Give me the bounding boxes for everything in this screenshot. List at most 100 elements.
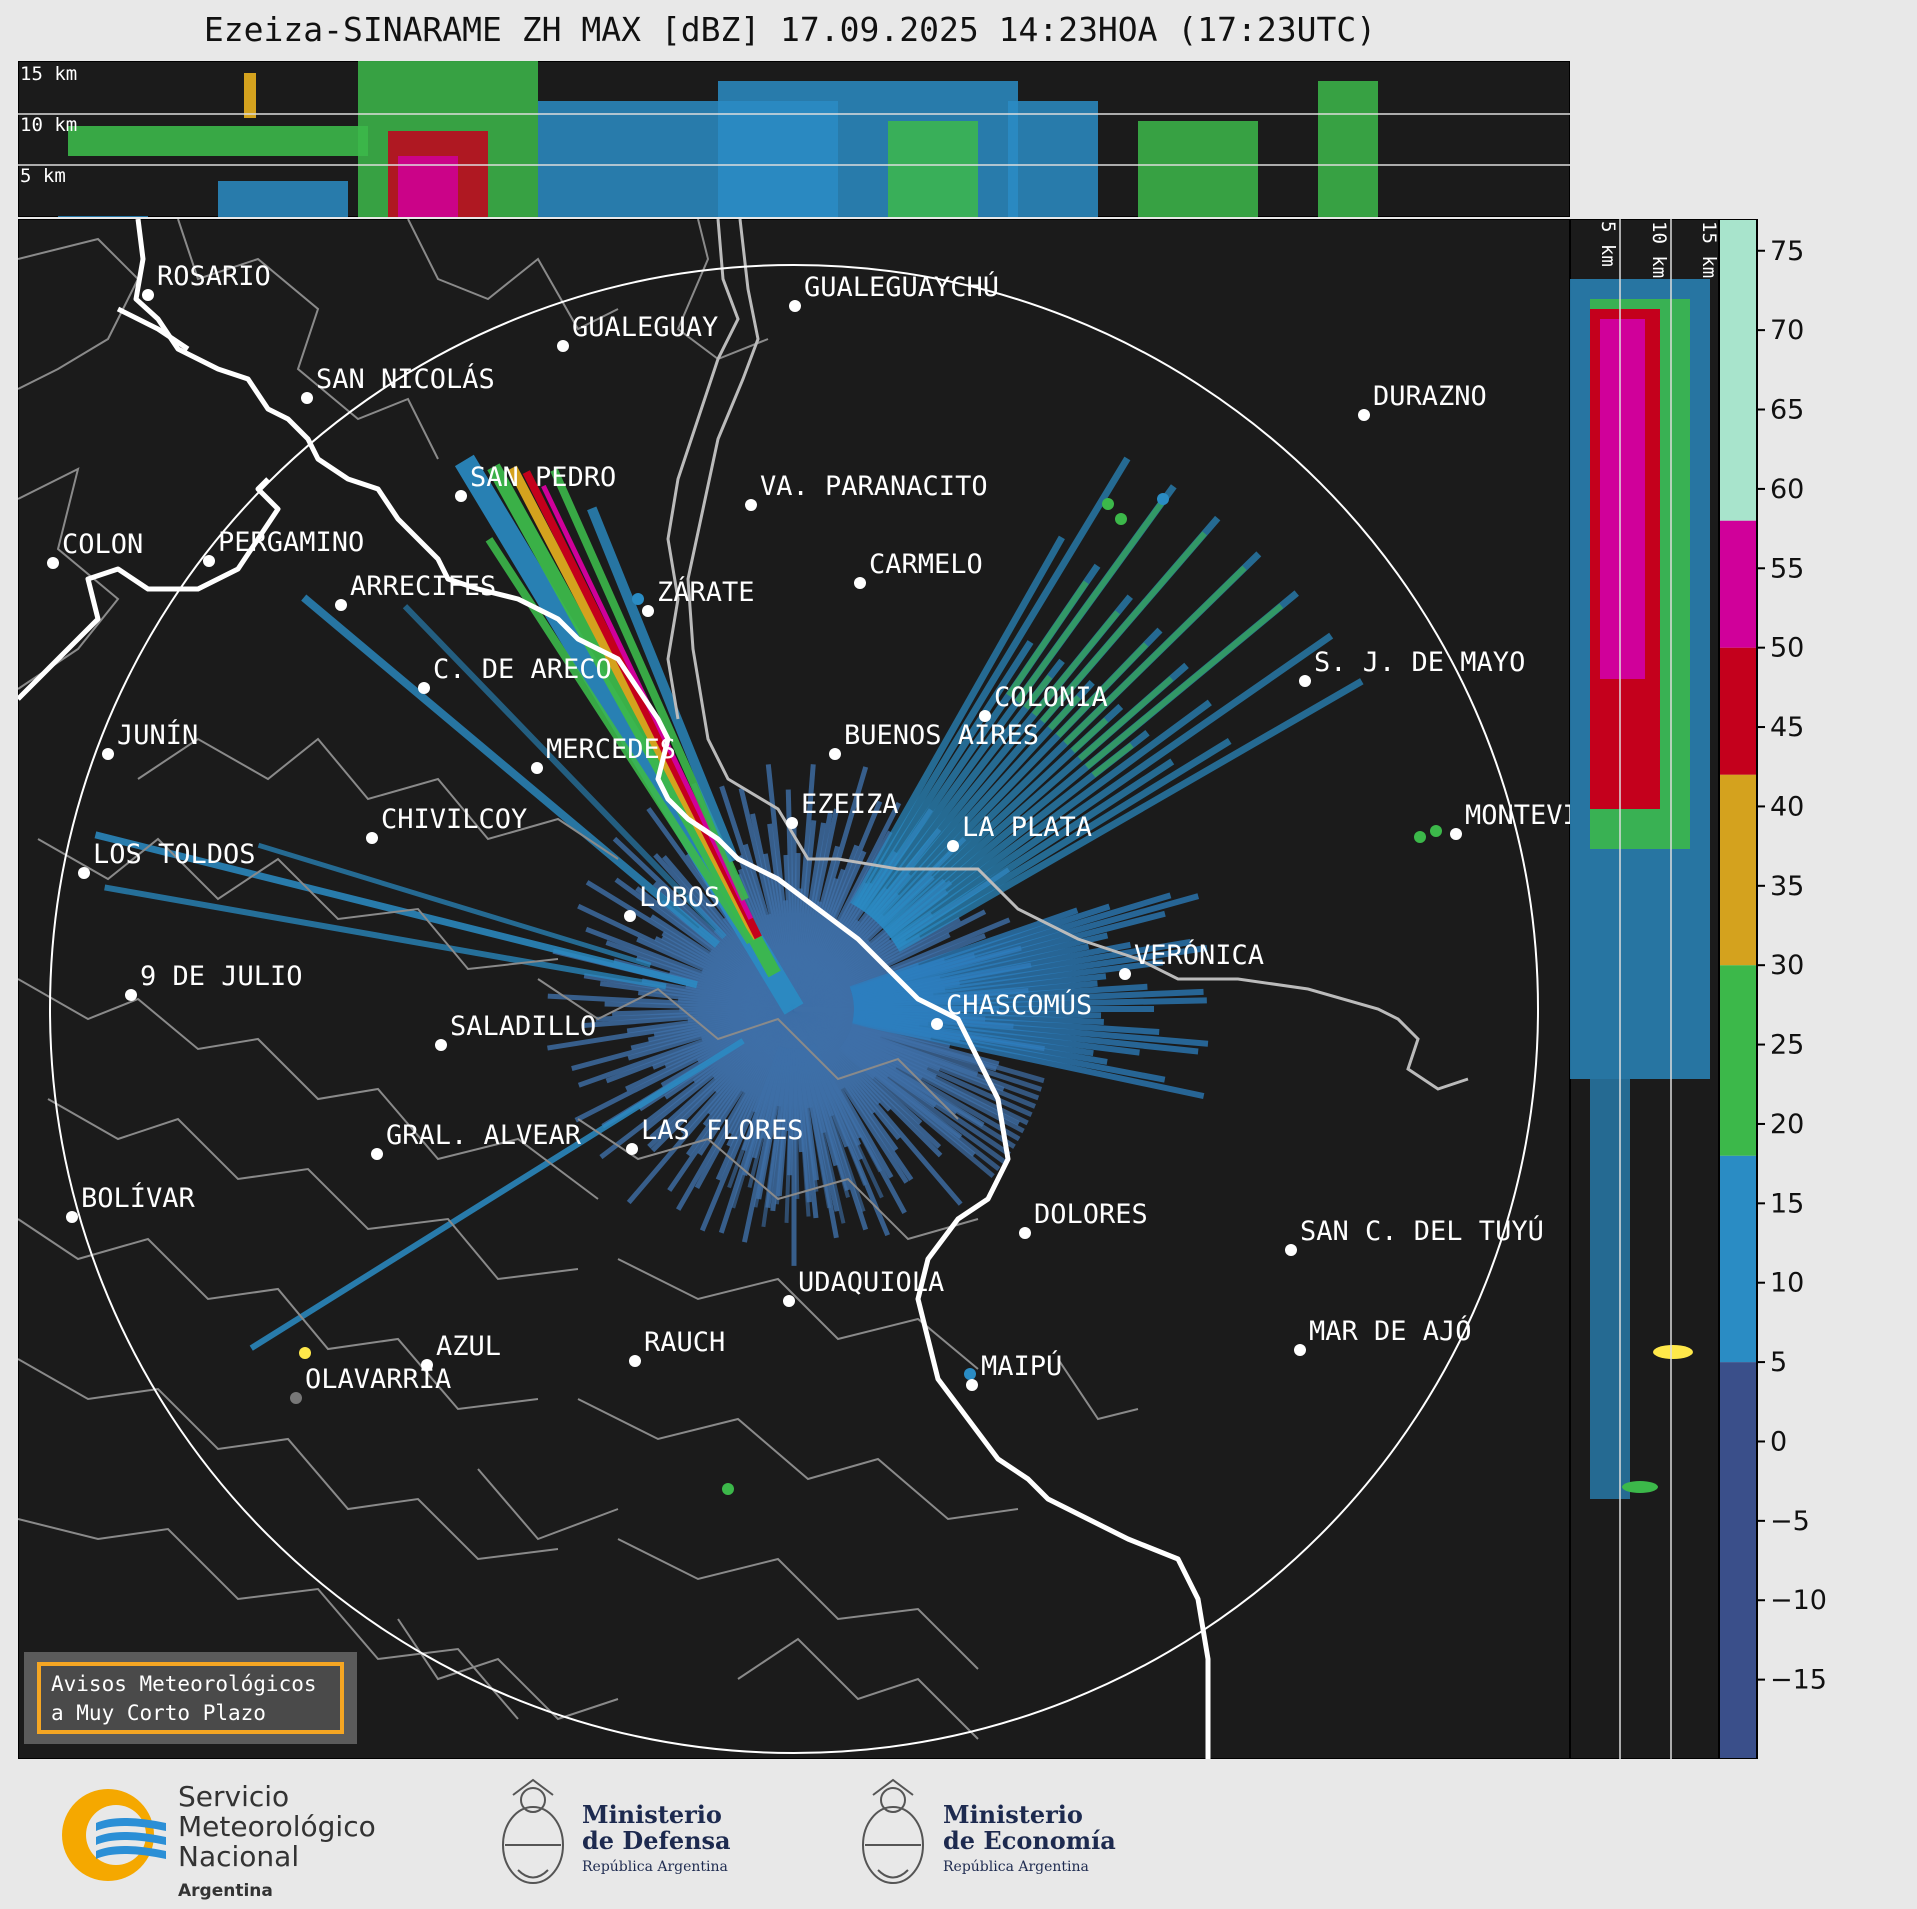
city-dot [371, 1148, 383, 1160]
city-maipu: MAIPÚ [966, 1350, 1062, 1391]
colorbar-tick-label: 0 [1770, 1426, 1787, 1457]
colorbar-tick: 45 [1757, 712, 1804, 743]
city-label: PERGAMINO [218, 527, 364, 558]
city-dot [335, 599, 347, 611]
rivers [666, 219, 1469, 1091]
top-cross-section: 15 km 10 km 5 km [18, 61, 1570, 217]
city-va-paranacito: VA. PARANACITO [745, 471, 988, 511]
argentina-seal-icon [862, 1778, 924, 1884]
city-label: LOBOS [639, 882, 720, 913]
city-dot [102, 748, 114, 760]
city-dot [1019, 1227, 1031, 1239]
colorbar-tick: 50 [1757, 633, 1804, 664]
colorbar-tick-label: 20 [1770, 1109, 1804, 1140]
city-label: ROSARIO [157, 261, 271, 292]
city-lobos: LOBOS [624, 882, 720, 922]
colorbar-tick-label: −5 [1770, 1506, 1810, 1537]
city-label: AZUL [436, 1331, 501, 1362]
top-height-label-15: 15 km [20, 63, 77, 85]
defensa-line-3: República Argentina [582, 1859, 728, 1875]
city-dot [531, 762, 543, 774]
city-saladillo: SALADILLO [435, 1011, 596, 1051]
warning-box[interactable]: Avisos Meteorológicos a Muy Corto Plazo [37, 1662, 344, 1734]
colorbar-tick: 60 [1757, 474, 1804, 505]
colorbar-segment [1719, 1362, 1757, 1759]
city-dot [947, 840, 959, 852]
city-gualeguay: GUALEGUAY [557, 312, 718, 352]
city-dot [829, 748, 841, 760]
city-dot [455, 490, 467, 502]
colorbar-tick-label: 65 [1770, 395, 1804, 426]
colorbar-segment [1719, 774, 1757, 966]
city-azul: AZUL [421, 1331, 501, 1371]
city-carmelo: CARMELO [854, 549, 983, 589]
city-dot [421, 1359, 433, 1371]
city-label: SAN PEDRO [470, 462, 616, 493]
city-label: ARRECIFES [350, 571, 496, 602]
colorbar-tick: 70 [1757, 315, 1804, 346]
city-dot [47, 557, 59, 569]
city-chascomus: CHASCOMÚS [931, 989, 1092, 1030]
city-ezeiza: EZEIZA [786, 789, 899, 829]
economia-line-2: de Economía [943, 1826, 1116, 1855]
city-dot [301, 392, 313, 404]
city-label: S. J. DE MAYO [1314, 647, 1525, 678]
colorbar-tick-label: 70 [1770, 315, 1804, 346]
colorbar-tick: 65 [1757, 395, 1804, 426]
city-los-toldos: LOS TOLDOS [78, 839, 256, 879]
city-dot [125, 989, 137, 1001]
city-dot [786, 817, 798, 829]
city-colon: COLON [47, 529, 143, 569]
top-height-label-5: 5 km [20, 165, 66, 187]
city-label: UDAQUIOLA [798, 1267, 944, 1298]
city-label: BUENOS AIRES [844, 720, 1039, 751]
city-la-plata: LA PLATA [947, 812, 1092, 852]
city-label: DURAZNO [1373, 381, 1487, 412]
radar-echoes [94, 454, 1442, 1495]
smn-line-2: Meteorológico [178, 1810, 376, 1843]
city-las-flores: LAS FLORES [626, 1115, 804, 1155]
city-dot [642, 605, 654, 617]
city-dot [626, 1143, 638, 1155]
city-dot [629, 1355, 641, 1367]
smn-logo-text: Servicio Meteorológico Nacional Argentin… [178, 1782, 376, 1906]
side-height-label-10: 10 km [1648, 221, 1670, 278]
coastline [18, 219, 1211, 1759]
city-label: LAS FLORES [641, 1115, 804, 1146]
city-label: CHIVILCOY [381, 804, 527, 835]
city-dot [931, 1018, 943, 1030]
city-junin: JUNÍN [102, 719, 198, 760]
smn-line-1: Servicio [178, 1780, 290, 1813]
colorbar-segment [1719, 965, 1757, 1156]
city-label: DOLORES [1034, 1199, 1148, 1230]
city-olavarria: OLAVARRÍA [290, 1363, 451, 1404]
city-dot [203, 555, 215, 567]
colorbar-tick: 75 [1757, 236, 1804, 267]
city-gualeguaychu: GUALEGUAYCHÚ [789, 271, 999, 312]
colorbar-tick: 10 [1757, 1268, 1804, 1299]
city-dot [1285, 1244, 1297, 1256]
city-label: BOLÍVAR [81, 1182, 196, 1214]
smn-line-3: Nacional [178, 1840, 300, 1873]
city-label: CHASCOMÚS [946, 989, 1092, 1021]
top-height-label-10: 10 km [20, 114, 77, 136]
radar-map: ROSARIO GUALEGUAYCHÚ GUALEGUAY SAN NICOLÁS D… [18, 219, 1570, 1759]
city-colonia: COLONIA [979, 682, 1108, 722]
city-label: VERÓNICA [1134, 939, 1264, 971]
city-label: LA PLATA [962, 812, 1092, 843]
city-dot [290, 1392, 302, 1404]
colorbar-tick-label: 5 [1770, 1347, 1787, 1378]
city-label: MONTEVIDEO [1465, 800, 1570, 831]
city-label: SAN C. DEL TUYÚ [1300, 1215, 1544, 1247]
colorbar-tick-label: 45 [1770, 712, 1804, 743]
city-label: JUNÍN [117, 719, 198, 751]
city-rosario: ROSARIO [142, 261, 271, 301]
colorbar-tick-label: 40 [1770, 791, 1804, 822]
city-mar-de-ajo: MAR DE AJÓ [1294, 1315, 1472, 1356]
city-dot [1299, 675, 1311, 687]
warning-line-2: a Muy Corto Plazo [51, 1701, 266, 1725]
city-san-pedro: SAN PEDRO [455, 462, 616, 502]
colorbar-tick-label: 60 [1770, 474, 1804, 505]
colorbar-tick-label: 50 [1770, 633, 1804, 664]
city-zarate: ZÁRATE [642, 576, 755, 617]
